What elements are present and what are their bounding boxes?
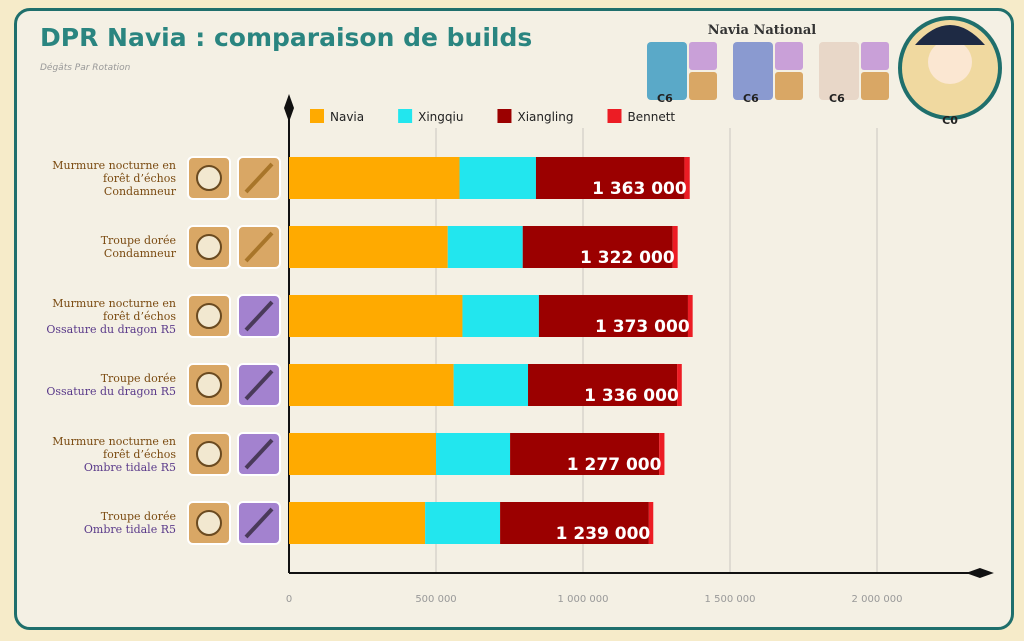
artifact-icon-art: [196, 165, 222, 191]
bar-segment: [677, 364, 682, 406]
x-tick-label: 0: [286, 594, 292, 605]
team-weapon: [775, 72, 803, 100]
weapon-icon-art: [244, 507, 274, 539]
artifact-icon-art: [196, 303, 222, 329]
total-label: 1 277 000: [567, 455, 662, 475]
artifact-icon-art: [196, 510, 222, 536]
legend-label: Bennett: [628, 110, 676, 124]
total-label: 1 336 000: [584, 386, 679, 406]
team-constellation: C6: [743, 92, 759, 105]
team-title: Navia National: [708, 23, 817, 38]
artifact-name: Murmure nocturne en forêt d’échos: [52, 158, 176, 185]
bar-segment: [522, 226, 673, 268]
weapon-name: Ombre tidale R5: [83, 523, 176, 536]
axis-ornament: [284, 94, 294, 122]
bar-segment: [684, 157, 690, 199]
weapon-name: Condamneur: [103, 247, 176, 260]
x-tick-label: 1 500 000: [705, 594, 756, 605]
weapon-icon-art: [244, 369, 274, 401]
x-tick-label: 500 000: [415, 594, 456, 605]
chart-title: DPR Navia : comparaison de builds: [40, 23, 532, 52]
total-label: 1 322 000: [580, 248, 675, 268]
bar-segment: [453, 364, 529, 406]
bar-segment: [528, 364, 678, 406]
team-constellation: C6: [657, 92, 673, 105]
artifact-icon-art: [196, 372, 222, 398]
total-label: 1 373 000: [595, 317, 690, 337]
artifact-name: Troupe dorée: [100, 510, 176, 523]
chart-subtitle: Dégâts Par Rotation: [40, 62, 131, 73]
weapon-name: Ombre tidale R5: [83, 460, 176, 474]
artifact-icon-art: [196, 441, 222, 467]
legend-swatch: [607, 109, 622, 123]
bar-segment: [425, 502, 501, 544]
bar-segment: [447, 226, 523, 268]
category-label: Troupe dorée Condamneur: [44, 234, 176, 260]
bar-segment: [436, 433, 511, 475]
bar-segment: [289, 502, 426, 544]
weapon-name: Ossature du dragon R5: [46, 385, 176, 398]
artifact-name: Murmure nocturne en forêt d’échos: [52, 296, 176, 323]
weapon-name: Condamneur: [103, 184, 176, 198]
bar-segment: [500, 502, 649, 544]
bar-segment: [659, 433, 665, 475]
main-constellation: C0: [942, 114, 958, 127]
legend-label: Navia: [330, 110, 364, 124]
total-label: 1 363 000: [592, 179, 687, 199]
team-weapon: [689, 72, 717, 100]
legend-swatch: [310, 109, 324, 123]
legend-label: Xingqiu: [418, 110, 463, 124]
bar-segment: [289, 157, 460, 199]
category-label: Murmure nocturne en forêt d’échos Ossatur…: [44, 297, 176, 336]
total-label: 1 239 000: [556, 524, 651, 544]
category-label: Murmure nocturne en forêt d’échos Ombre t…: [44, 435, 176, 474]
bar-segment: [687, 295, 693, 337]
bar-segment: [510, 433, 660, 475]
bar-segment: [289, 295, 463, 337]
bar-segment: [289, 433, 436, 475]
artifact-name: Murmure nocturne en forêt d’échos: [52, 434, 176, 461]
team-weapon: [861, 72, 889, 100]
team-portrait: [819, 42, 859, 100]
team-artifact: [861, 42, 889, 70]
category-label: Troupe dorée Ossature du dragon R5: [44, 372, 176, 398]
weapon-icon-art: [244, 231, 274, 263]
x-tick-label: 2 000 000: [852, 594, 903, 605]
bar-segment: [535, 157, 685, 199]
category-label: Murmure nocturne en forêt d’échos Condamn…: [44, 159, 176, 198]
artifact-icon-art: [196, 234, 222, 260]
team-artifact: [775, 42, 803, 70]
weapon-name: Ossature du dragon R5: [46, 322, 176, 336]
legend-swatch: [497, 109, 512, 123]
bar-segment: [289, 364, 454, 406]
bar-segment: [462, 295, 539, 337]
category-label: Troupe dorée Ombre tidale R5: [44, 510, 176, 536]
portrait-face: [928, 40, 972, 84]
artifact-name: Troupe dorée: [100, 234, 176, 247]
weapon-icon-art: [244, 162, 274, 194]
artifact-name: Troupe dorée: [100, 372, 176, 385]
team-artifact: [689, 42, 717, 70]
portrait-hat: [915, 25, 985, 45]
x-tick-label: 1 000 000: [558, 594, 609, 605]
team-constellation: C6: [829, 92, 845, 105]
bar-segment: [538, 295, 688, 337]
bar-segment: [289, 226, 448, 268]
bar-segment: [672, 226, 678, 268]
weapon-icon-art: [244, 300, 274, 332]
weapon-icon-art: [244, 438, 274, 470]
legend-label: Xiangling: [517, 110, 573, 124]
bar-segment: [459, 157, 536, 199]
bar-segment: [648, 502, 654, 544]
team-portrait: [647, 42, 687, 100]
legend-swatch: [398, 109, 413, 123]
axis-ornament: [965, 568, 994, 578]
team-portrait: [733, 42, 773, 100]
